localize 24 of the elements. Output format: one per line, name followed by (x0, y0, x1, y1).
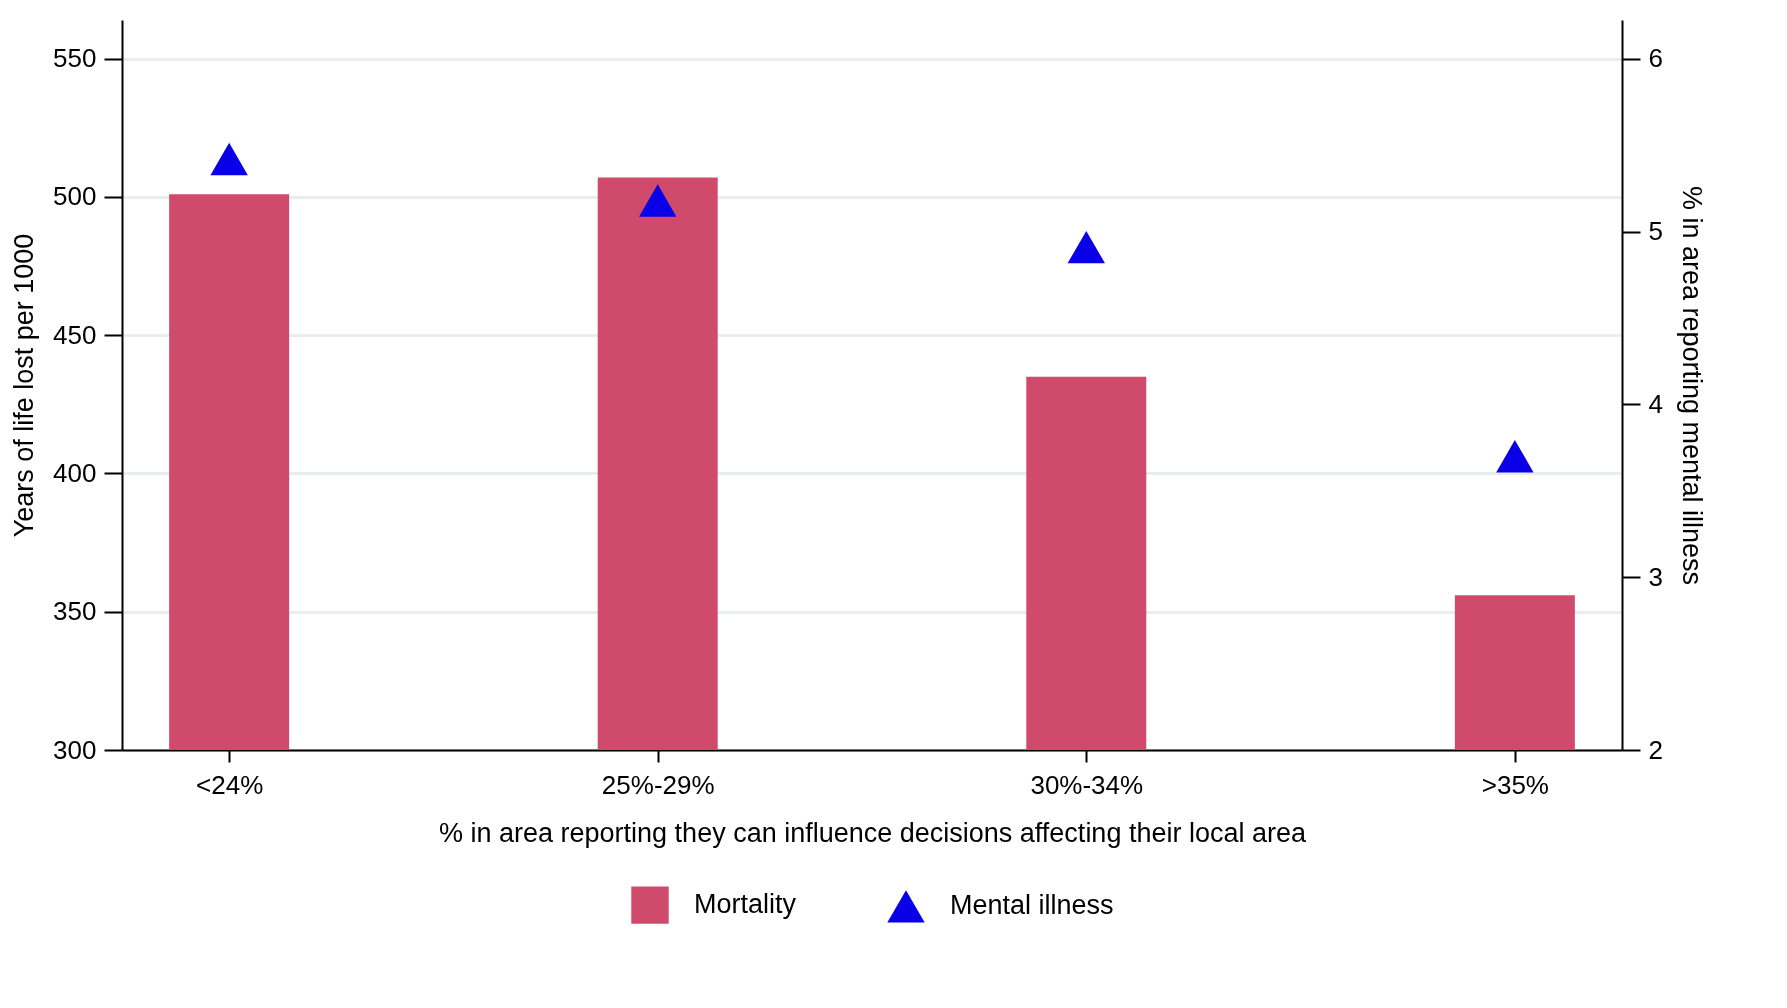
y2-tick-label: 5 (1648, 216, 1663, 247)
y2-axis-title: % in area reporting mental illness (1676, 185, 1707, 586)
y-tick-label: 550 (53, 43, 97, 74)
x-axis-title: % in area reporting they can influence decisions affecting their local area (438, 817, 1307, 848)
x-tick-label: >35% (1481, 769, 1549, 800)
point (1496, 440, 1534, 473)
y-tick-label: 350 (53, 596, 97, 627)
y-tick-label: 400 (53, 457, 97, 488)
y2-tick-label: 3 (1648, 561, 1663, 592)
point (1067, 230, 1105, 264)
x-tick-label: 25%-29% (601, 769, 715, 800)
legend-label: Mortality (694, 889, 797, 920)
point (210, 142, 248, 176)
legend-label: Mental illness (950, 890, 1114, 921)
y-tick-label: 500 (53, 181, 97, 212)
y-tick-label: 300 (53, 734, 97, 765)
y-tick-label: 450 (53, 319, 97, 350)
y2-tick-label: 2 (1648, 734, 1663, 765)
point (639, 184, 677, 217)
y2-tick-label: 6 (1648, 43, 1663, 74)
x-tick-label: 30%-34% (1030, 769, 1144, 800)
y2-tick-label: 4 (1648, 388, 1663, 419)
x-tick-label: <24% (196, 769, 264, 800)
y-axis-title: Years of life lost per 1000 (9, 233, 40, 538)
